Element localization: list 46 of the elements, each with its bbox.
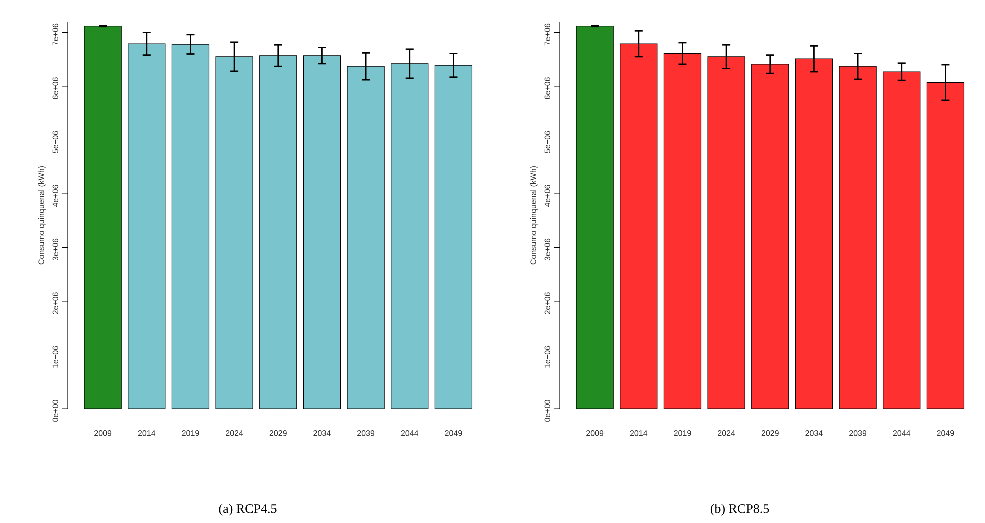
y-tick-label: 7e+06 xyxy=(52,24,58,46)
x-tick-label: 2034 xyxy=(806,430,823,436)
y-tick-label: 2e+06 xyxy=(544,292,550,314)
text: (a) RCP4.5 xyxy=(219,504,277,516)
y-axis-title: Consumo quinquenal (kWh) xyxy=(530,166,538,265)
y-tick-label: 6e+06 xyxy=(52,78,58,100)
x-tick-label: 2034 xyxy=(314,430,331,436)
bar xyxy=(347,66,385,410)
x-tick-label: 2049 xyxy=(937,430,954,436)
y-tick-label: 5e+06 xyxy=(544,131,550,154)
y-tick-label: 1e+06 xyxy=(52,346,58,368)
bar xyxy=(172,44,210,410)
bar xyxy=(84,26,122,410)
bar xyxy=(839,66,877,410)
y-tick-label: 3e+06 xyxy=(544,238,550,261)
x-tick-label: 2029 xyxy=(762,430,779,436)
y-tick-label: 4e+06 xyxy=(52,185,58,208)
y-axis-title: Consumo quinquenal (kWh) xyxy=(38,166,46,265)
x-tick-label: 2024 xyxy=(718,430,736,436)
x-tick-label: 2049 xyxy=(445,430,462,436)
x-tick-label: 2024 xyxy=(226,430,244,436)
text: (b) RCP8.5 xyxy=(710,504,770,516)
x-tick-label: 2019 xyxy=(674,430,692,436)
y-tick-label: 5e+06 xyxy=(52,131,58,154)
x-tick-label: 2029 xyxy=(270,430,287,436)
x-tick-label: 2044 xyxy=(893,430,911,436)
x-tick-label: 2039 xyxy=(358,430,375,436)
bar xyxy=(926,82,965,410)
y-tick-label: 0e+00 xyxy=(52,400,58,422)
x-tick-label: 2014 xyxy=(138,430,156,436)
x-tick-label: 2039 xyxy=(850,430,867,436)
x-tick-label: 2014 xyxy=(630,430,648,436)
x-tick-label: 2044 xyxy=(401,430,419,436)
x-tick-label: 2009 xyxy=(586,430,604,436)
x-tick-label: 2009 xyxy=(94,430,112,436)
bar xyxy=(795,58,834,410)
y-tick-label: 2e+06 xyxy=(52,292,58,314)
y-tick-label: 1e+06 xyxy=(544,346,550,368)
bar xyxy=(576,26,614,410)
y-tick-label: 3e+06 xyxy=(52,238,58,261)
y-tick-label: 4e+06 xyxy=(544,185,550,208)
x-tick-label: 2019 xyxy=(182,430,200,436)
y-tick-label: 7e+06 xyxy=(544,24,550,46)
y-tick-label: 6e+06 xyxy=(544,78,550,100)
bar xyxy=(664,53,702,410)
y-tick-label: 0e+00 xyxy=(544,400,550,422)
